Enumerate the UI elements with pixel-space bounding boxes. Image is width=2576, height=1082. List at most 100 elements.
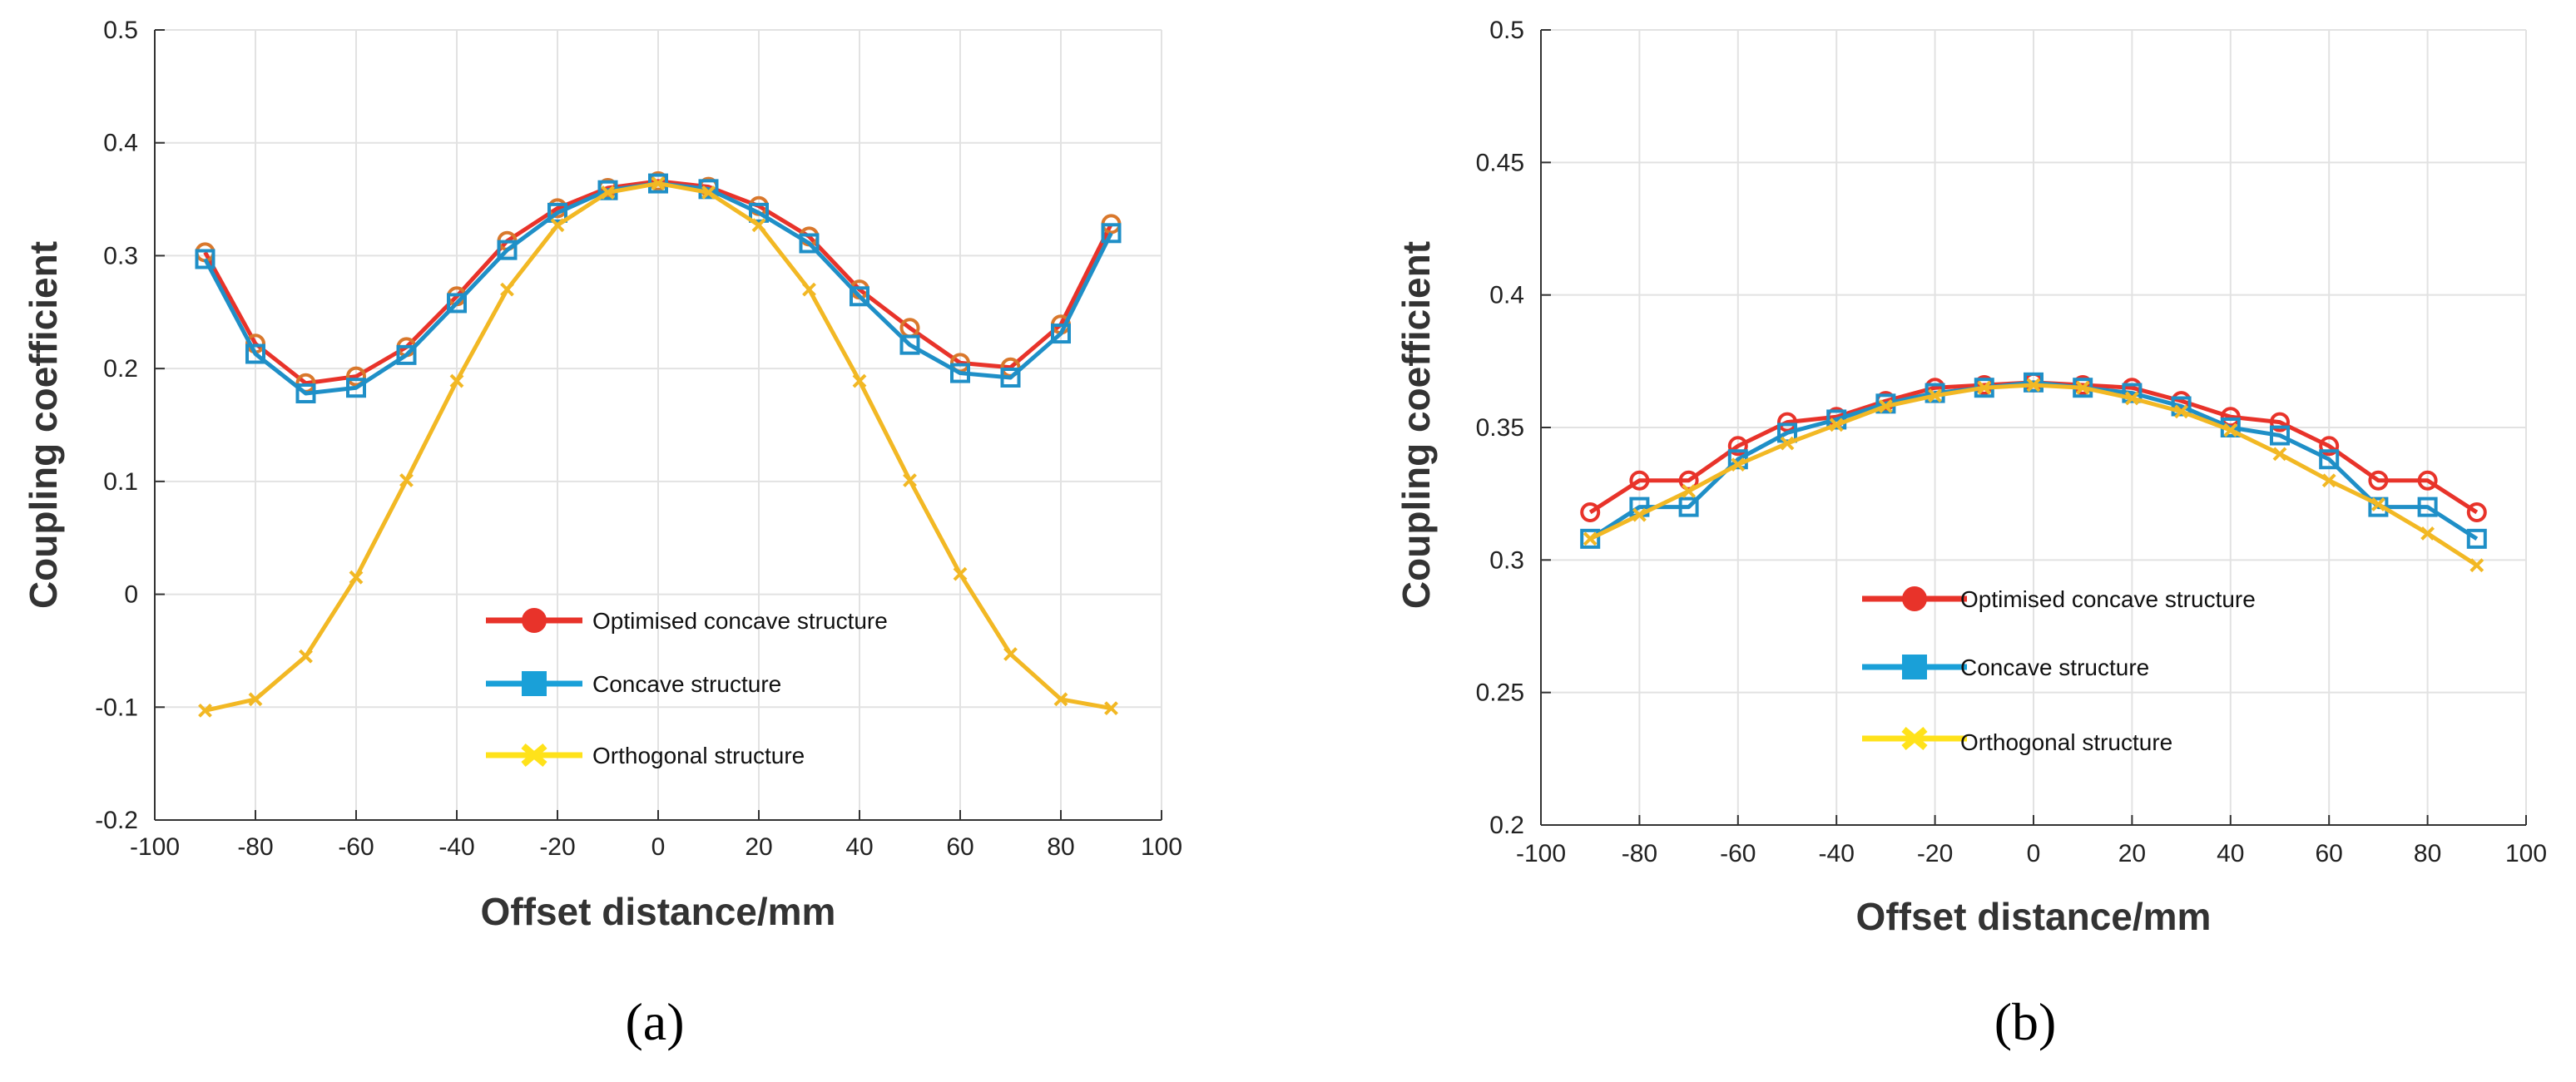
point-concave-marker [346,378,366,398]
point-optimised-marker [1629,470,1650,491]
x-tick-label: 60 [2316,840,2343,867]
point-concave-marker [749,202,769,223]
point-orthogonal-marker [2272,447,2287,462]
x-tick-label: 100 [1141,833,1182,861]
point-orthogonal-marker [198,703,212,718]
point-orthogonal-marker [2420,526,2435,541]
point-orthogonal-marker [550,218,565,233]
point-orthogonal-marker [299,649,313,664]
y-tick-label: 0.5 [103,17,138,44]
point-orthogonal-marker [852,373,867,388]
point-orthogonal-marker [2174,404,2189,419]
x-tick-label: 40 [2217,840,2244,867]
x-tick-label: -40 [438,833,474,861]
x-tick-label: 20 [745,833,772,861]
panel-label: (a) [625,992,684,1051]
point-orthogonal-marker [1731,457,1746,472]
point-concave-marker [2024,372,2043,393]
chart-b: -100 -80 -60 -40 -20 0 20 40 60 80 100 0.2 0.25 0.3 0.… [1395,17,2547,1051]
point-concave-marker [1000,368,1021,388]
point-optimised-marker [2270,412,2290,432]
legend-marker-orthogonal [1901,726,1928,751]
point-orthogonal-marker [2469,558,2484,573]
y-axis-label: Coupling coefficient [22,241,65,609]
x-tick-label: 0 [651,833,666,861]
y-axis-label: Coupling coefficient [1395,241,1438,609]
point-orthogonal-marker [1632,507,1647,522]
point-optimised-marker [2466,501,2487,522]
point-orthogonal-marker [2321,473,2336,488]
point-orthogonal-marker [1053,692,1068,707]
point-concave-marker [1678,497,1699,517]
point-concave-marker [2319,449,2340,470]
y-tick-label: 0.5 [1489,17,1524,44]
x-axis-label: Offset distance/mm [481,890,836,933]
x-tick-label: 0 [2027,840,2041,867]
x-tick-label: 80 [2414,840,2441,867]
point-orthogonal-marker [751,218,766,233]
point-concave-marker [295,383,316,403]
y-tick-label: 0.2 [103,355,138,383]
point-orthogonal-marker [953,566,968,581]
x-tick-label: -40 [1819,840,1855,867]
y-tick-label: 0.2 [1489,812,1524,839]
chart-a: -100 -80 -60 -40 -20 0 20 40 60 80 100 -0.2 -0.1 0 0.1… [22,17,1182,1051]
point-concave-marker [195,249,215,269]
legend-label-orthogonal: Orthogonal structure [592,743,805,768]
point-orthogonal-marker [349,570,364,585]
panel-label: (b) [1994,992,2057,1051]
x-tick-label: 40 [845,833,873,861]
point-concave-marker [2466,528,2487,549]
legend: Optimised concave structure Concave struc… [1862,586,2256,755]
point-concave-marker [1580,528,1601,549]
point-orthogonal-marker [2124,391,2139,406]
x-tick-label: -20 [1917,840,1953,867]
point-optimised-marker [1777,412,1797,432]
point-orthogonal-marker [500,282,514,297]
y-tick-label: 0.4 [1489,282,1524,309]
y-tick-label: 0.45 [1476,149,1524,176]
y-tick-label: 0.1 [103,468,138,496]
y-tick-label: 0 [124,581,138,609]
point-concave-marker [850,286,869,307]
y-tick-label: 0.3 [103,242,138,269]
point-orthogonal-marker [1003,647,1018,661]
point-orthogonal-marker [1878,399,1893,413]
legend-label-concave: Concave structure [592,671,781,697]
point-concave-marker [396,344,417,365]
point-orthogonal-marker [1682,484,1697,498]
x-tick-label: -100 [1516,840,1566,867]
point-concave-marker [547,202,567,223]
point-orthogonal-marker [701,185,716,200]
legend-label-optimised: Optimised concave structure [592,608,888,634]
point-orthogonal-marker [2075,380,2090,395]
point-concave-marker [2171,396,2192,417]
legend-marker-concave [522,671,547,696]
x-tick-label: 60 [946,833,973,861]
x-tick-label: -60 [338,833,374,861]
point-concave-marker [899,334,920,355]
legend-label-concave: Concave structure [1960,655,2149,680]
point-orthogonal-marker [601,185,615,200]
point-orthogonal-marker [1104,701,1118,716]
point-orthogonal-marker [2370,497,2385,511]
legend-label-orthogonal: Orthogonal structure [1960,729,2172,755]
point-optimised-marker [1727,436,1748,457]
x-tick-label: -80 [1622,840,1657,867]
point-orthogonal-marker [651,176,666,190]
point-orthogonal-marker [802,282,816,297]
y-tick-label: 0.25 [1476,679,1524,707]
x-axis-label: Offset distance/mm [1856,895,2212,938]
x-tick-label: -100 [130,833,180,861]
x-tick-label: -80 [237,833,273,861]
point-orthogonal-marker [248,692,263,707]
point-concave-marker [245,343,265,364]
point-optimised-marker [346,366,366,387]
y-tick-label: 0.3 [1489,546,1524,574]
point-orthogonal-marker [1977,380,1992,395]
legend-marker-optimised [1902,586,1927,611]
point-concave-marker [1101,223,1122,244]
point-orthogonal-marker [2026,378,2041,393]
x-tick-label: 20 [2118,840,2146,867]
